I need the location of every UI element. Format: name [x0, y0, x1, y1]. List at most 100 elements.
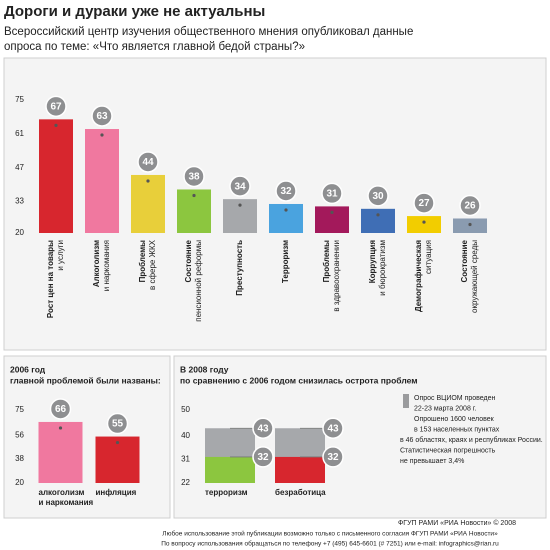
y-tick-label: 38 — [15, 454, 24, 463]
value-dot — [330, 210, 334, 214]
y-tick-label: 20 — [15, 478, 24, 487]
note: Статистическая погрешность — [400, 447, 496, 454]
note: в 153 населенных пунктах — [414, 426, 500, 433]
footer: По вопросу использования обращаться по т… — [161, 540, 499, 548]
note: в 46 областях, краях и республиках Росси… — [400, 436, 543, 444]
y-tick-label: 31 — [181, 455, 190, 464]
note: не превышает 3,4% — [400, 458, 464, 465]
value-label: 26 — [464, 201, 476, 212]
x-tick-label: и наркомания — [39, 498, 94, 507]
x-tick-label: Проблемы — [138, 240, 147, 283]
value-dot — [376, 213, 380, 217]
subtitle: Всероссийский центр изучения общественно… — [4, 26, 413, 38]
y-tick-label: 75 — [15, 95, 24, 104]
footer: ФГУП РАМИ «РИА Новости» © 2008 — [398, 519, 516, 527]
value-bubble — [413, 192, 435, 214]
value-dot — [146, 179, 150, 183]
y-tick-label: 56 — [15, 430, 24, 439]
value-dot — [54, 123, 58, 127]
value-dot — [238, 203, 242, 207]
value-dot — [284, 208, 288, 212]
value-label: 63 — [96, 111, 108, 122]
x-tick-label: безработица — [275, 488, 326, 497]
chart-title: главной проблемой были названы: — [10, 375, 161, 385]
value-dot — [58, 426, 63, 430]
bar — [275, 456, 325, 483]
y-tick-label: 61 — [15, 129, 24, 138]
x-tick-label: Демографическая — [414, 240, 423, 312]
value-label: 43 — [327, 423, 339, 434]
note: Опрос ВЦИОМ проведен — [414, 395, 495, 402]
x-tick-label: и бюрократизм — [378, 240, 387, 296]
value-label: 67 — [50, 101, 62, 112]
chart-title: по сравнению с 2006 годом снизилась остр… — [180, 375, 418, 385]
value-label: 43 — [257, 423, 269, 434]
y-tick-label: 50 — [181, 405, 190, 414]
x-tick-label: Терроризм — [281, 240, 290, 283]
value-bubble — [367, 185, 389, 207]
value-label: 44 — [142, 157, 154, 168]
value-bubble — [321, 182, 343, 205]
bar — [361, 208, 395, 233]
value-bubble — [459, 194, 481, 217]
x-tick-label: Коррупция — [368, 240, 377, 284]
x-tick-label: окружающей среды — [470, 240, 479, 313]
value-label: 30 — [372, 191, 384, 202]
chart-title: 2006 год — [10, 364, 46, 374]
bar — [131, 174, 165, 233]
value-label: 34 — [234, 181, 246, 192]
value-label: 31 — [326, 189, 338, 200]
value-bubble — [322, 417, 344, 439]
value-label: 32 — [280, 186, 292, 197]
value-bubble — [229, 175, 251, 197]
value-bubble — [49, 398, 72, 420]
chart-title: В 2008 году — [180, 364, 229, 374]
bar — [39, 119, 73, 233]
x-tick-label: Преступность — [235, 240, 244, 296]
bar — [269, 203, 303, 233]
x-tick-label: Алкоголизм — [92, 240, 101, 287]
value-bubble — [45, 95, 67, 118]
y-tick-label: 33 — [15, 197, 24, 206]
value-bubble — [106, 412, 129, 435]
value-label: 55 — [112, 419, 124, 430]
y-tick-label: 40 — [181, 431, 190, 440]
panel — [3, 355, 171, 519]
value-bubble — [275, 180, 297, 202]
x-tick-label: Проблемы — [322, 240, 331, 283]
bar — [38, 421, 83, 483]
value-label: 66 — [55, 404, 67, 415]
x-tick-label: терроризм — [205, 488, 248, 497]
value-label: 32 — [257, 452, 269, 463]
note-icon — [403, 394, 409, 408]
y-tick-label: 22 — [181, 478, 190, 487]
value-dot — [422, 220, 426, 224]
note: 22-23 марта 2008 г. — [414, 405, 476, 412]
x-tick-label: пенсионной реформы — [194, 240, 203, 322]
subtitle: опроса по теме: «Что является главной бе… — [4, 41, 305, 53]
x-tick-label: ситуация — [424, 240, 433, 274]
value-dot — [100, 133, 104, 137]
bar — [95, 436, 140, 483]
value-dot — [192, 193, 196, 198]
footer: Любое использование этой публикации возм… — [162, 530, 498, 538]
note: Опрошено 1600 человек — [414, 416, 495, 423]
value-bubble — [322, 446, 344, 468]
y-tick-label: 75 — [15, 405, 24, 414]
value-bubble — [183, 165, 205, 188]
x-tick-label: Состояние — [460, 239, 469, 282]
value-dot — [468, 222, 472, 227]
x-tick-label: и услуги — [56, 240, 65, 271]
bar — [407, 216, 441, 233]
value-label: 32 — [327, 452, 339, 463]
bar — [205, 456, 255, 483]
value-label: 38 — [188, 172, 200, 183]
x-tick-label: Состояние — [184, 239, 193, 282]
value-bubble — [252, 446, 274, 468]
value-dot — [115, 440, 120, 445]
bar — [85, 129, 119, 233]
y-tick-label: 20 — [15, 228, 24, 237]
x-tick-label: Рост цен на товары — [46, 240, 55, 318]
x-tick-label: инфляция — [96, 488, 137, 497]
